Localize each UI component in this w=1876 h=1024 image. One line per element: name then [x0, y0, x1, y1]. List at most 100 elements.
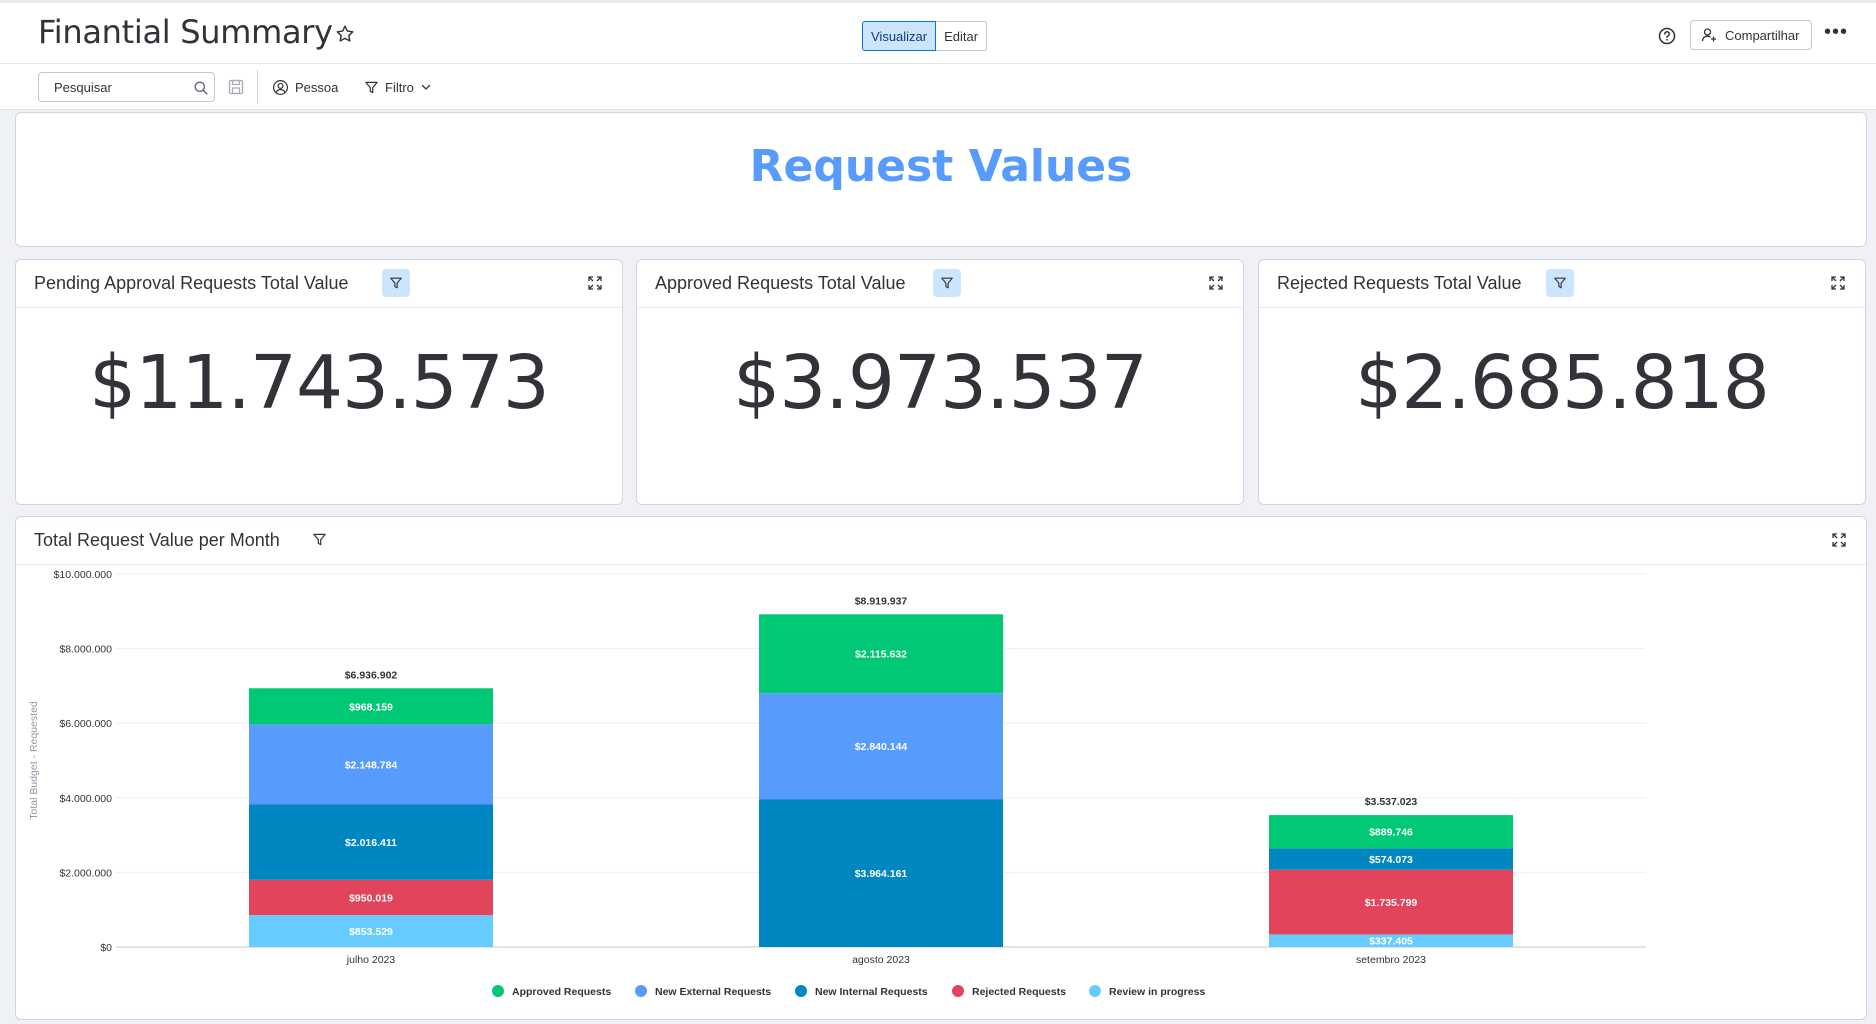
bar-segment — [249, 879, 493, 916]
data-label: $889.746 — [1369, 827, 1413, 839]
bar-segment — [249, 915, 493, 947]
expand-icon[interactable] — [1207, 274, 1225, 292]
legend-swatch — [795, 985, 807, 997]
widget-value: $11.743.573 — [89, 340, 550, 426]
data-label: $2.016.411 — [345, 837, 397, 849]
pending-approval-widget: Pending Approval Requests Total Value $1… — [15, 259, 623, 505]
widget-header: Rejected Requests Total Value — [1259, 260, 1865, 308]
filter-icon[interactable] — [312, 532, 327, 547]
y-tick-label: $4.000.000 — [59, 793, 112, 805]
title-widget: Request Values — [15, 112, 1867, 247]
chart-widget: Total Request Value per Month $0 $2.000.0… — [15, 516, 1867, 1020]
data-label: $968.159 — [349, 701, 393, 713]
widget-filter-button[interactable] — [933, 269, 961, 297]
data-label: $950.019 — [349, 892, 393, 904]
person-filter-button[interactable]: Pessoa — [272, 76, 338, 98]
widget-value: $2.685.818 — [1355, 340, 1770, 426]
widget-filter-button[interactable] — [1546, 269, 1574, 297]
legend-label: New External Requests — [655, 986, 771, 998]
total-label: $8.919.937 — [855, 595, 908, 607]
page-title: Finantial Summary — [38, 13, 333, 51]
widget-value: $3.973.537 — [733, 340, 1148, 426]
bar-segment — [759, 614, 1003, 694]
top-header: Finantial Summary Visualizar Editar Comp… — [0, 0, 1876, 64]
filter-label: Filtro — [385, 79, 414, 95]
y-tick-label: $6.000.000 — [59, 718, 112, 730]
y-tick-label: $8.000.000 — [59, 644, 112, 656]
legend-swatch — [1089, 985, 1101, 997]
bar-segment — [249, 804, 493, 880]
widget-header: Pending Approval Requests Total Value — [16, 260, 622, 308]
bar-segment — [249, 688, 493, 725]
x-tick-label: julho 2023 — [346, 954, 396, 966]
filter-icon — [365, 81, 378, 93]
x-tick-label: setembro 2023 — [1356, 954, 1426, 966]
widget-header: Approved Requests Total Value — [637, 260, 1243, 308]
widget-title: Pending Approval Requests Total Value — [34, 273, 349, 293]
filter-icon — [390, 277, 402, 289]
filter-icon — [1554, 277, 1566, 289]
bar-segment — [759, 693, 1003, 800]
widget-header: Total Request Value per Month — [16, 517, 1866, 565]
star-icon[interactable] — [334, 23, 356, 45]
save-icon[interactable] — [227, 78, 245, 96]
legend-label: Approved Requests — [512, 986, 611, 998]
widget-title: Approved Requests Total Value — [655, 273, 906, 293]
bar-segment — [1269, 815, 1513, 849]
widget-title: Total Request Value per Month — [34, 530, 280, 550]
filter-icon — [941, 277, 953, 289]
rejected-widget: Rejected Requests Total Value $2.685.818 — [1258, 259, 1866, 505]
more-options-icon[interactable]: ••• — [1824, 21, 1849, 43]
help-icon[interactable] — [1657, 26, 1677, 46]
y-axis-label: Total Budget - Requested — [28, 701, 40, 820]
data-label: $2.148.784 — [345, 759, 398, 771]
banner-title: Request Values — [749, 141, 1133, 192]
data-label: $853.529 — [349, 926, 393, 938]
expand-icon[interactable] — [1829, 274, 1847, 292]
legend-swatch — [492, 985, 504, 997]
person-icon — [272, 79, 289, 95]
expand-icon[interactable] — [586, 274, 604, 292]
bar-segment — [249, 724, 493, 805]
legend-label: Review in progress — [1109, 986, 1205, 998]
share-button[interactable]: Compartilhar — [1690, 20, 1812, 50]
edit-button[interactable]: Editar — [936, 21, 988, 51]
legend-label: Rejected Requests — [972, 986, 1066, 998]
data-label: $2.115.632 — [855, 649, 907, 661]
data-label: $3.964.161 — [855, 868, 908, 880]
search-icon[interactable] — [193, 80, 209, 96]
total-label: $3.537.023 — [1365, 796, 1418, 808]
add-person-icon — [1701, 28, 1716, 42]
legend-swatch — [952, 985, 964, 997]
toolbar: Pessoa Filtro — [0, 64, 1876, 110]
approved-widget: Approved Requests Total Value $3.973.537 — [636, 259, 1244, 505]
legend-swatch — [635, 985, 647, 997]
person-filter-label: Pessoa — [295, 79, 339, 95]
data-label: $337.405 — [1369, 936, 1413, 948]
legend-label: New Internal Requests — [815, 986, 928, 998]
y-tick-label: $10.000.000 — [54, 569, 113, 581]
x-tick-label: agosto 2023 — [852, 954, 910, 966]
bar-segment — [1269, 934, 1513, 947]
chevron-down-icon — [421, 84, 431, 90]
bar-segment — [759, 799, 1003, 947]
filter-button[interactable]: Filtro — [364, 76, 432, 98]
bar-segment — [1269, 869, 1513, 935]
widget-filter-button[interactable] — [382, 269, 410, 297]
view-mode-toggle: Visualizar Editar — [862, 21, 988, 51]
y-tick-label: $0 — [100, 942, 112, 954]
share-label: Compartilhar — [1725, 27, 1800, 43]
toolbar-divider — [257, 70, 258, 104]
bar-segment — [1269, 848, 1513, 870]
total-label: $6.936.902 — [345, 669, 398, 681]
search-input[interactable] — [40, 74, 180, 100]
y-tick-label: $2.000.000 — [59, 867, 112, 879]
data-label: $1.735.799 — [1365, 897, 1418, 909]
data-label: $2.840.144 — [855, 741, 908, 753]
stacked-bar-chart: $0 $2.000.000 $4.000.000 $6.000.000 $8.000.0… — [28, 569, 1646, 998]
search-box — [38, 72, 215, 102]
view-button[interactable]: Visualizar — [862, 21, 937, 51]
data-label: $574.073 — [1369, 854, 1413, 866]
widget-title: Rejected Requests Total Value — [1277, 273, 1522, 293]
expand-icon[interactable] — [1830, 531, 1848, 549]
